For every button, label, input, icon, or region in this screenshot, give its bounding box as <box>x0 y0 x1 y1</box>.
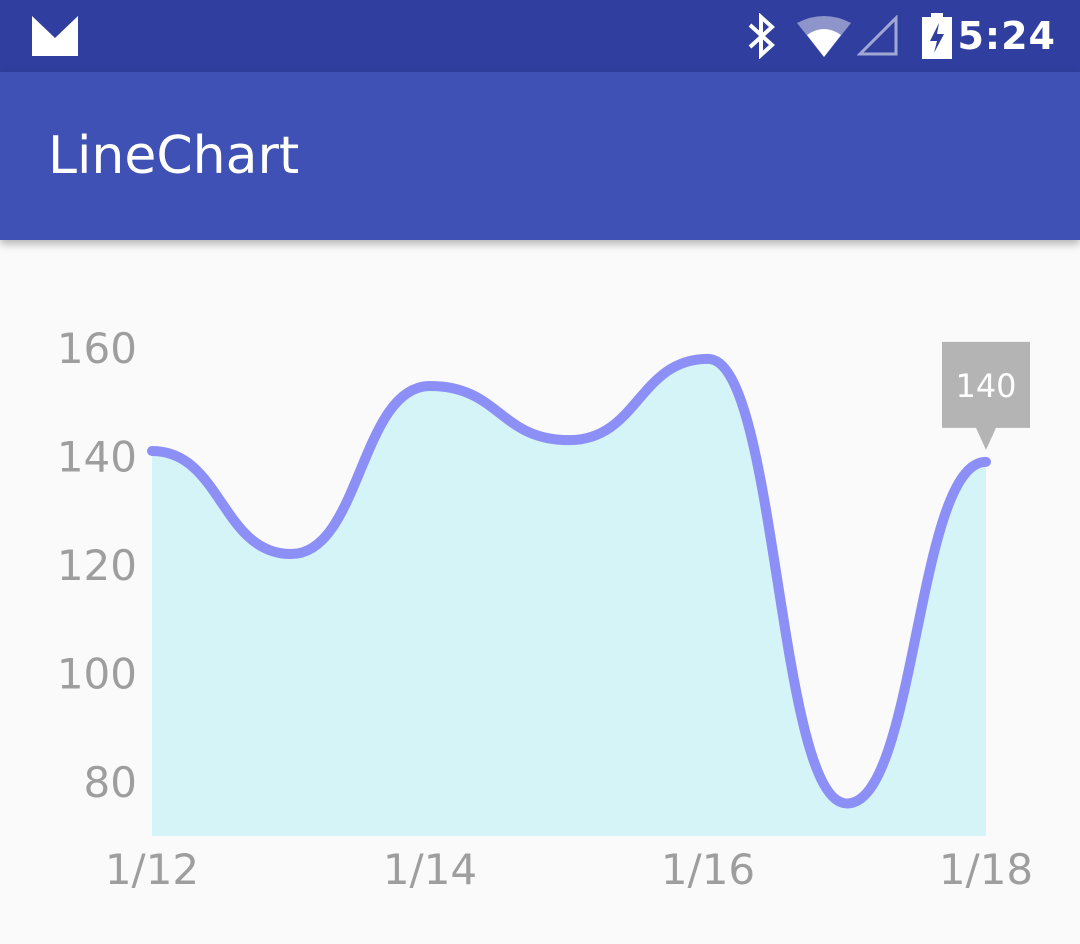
x-tick-label: 1/18 <box>939 845 1033 894</box>
x-tick-label: 1/12 <box>105 845 199 894</box>
gmail-icon <box>32 16 78 56</box>
cell-signal-icon <box>857 15 899 57</box>
line-chart: 160 140 120 100 80 1/12 1/14 1/16 1/18 140 <box>0 240 1080 944</box>
app-bar: LineChart <box>0 72 1080 240</box>
y-tick-label: 140 <box>57 432 137 481</box>
status-bar: 5:24 <box>0 0 1080 72</box>
y-tick-label: 120 <box>57 541 137 590</box>
value-tooltip-label: 140 <box>955 367 1016 405</box>
wifi-icon <box>797 15 851 57</box>
y-tick-label: 80 <box>84 758 137 807</box>
x-tick-label: 1/16 <box>661 845 755 894</box>
app-title: LineChart <box>48 124 299 188</box>
status-time: 5:24 <box>957 12 1056 60</box>
x-tick-label: 1/14 <box>383 845 477 894</box>
y-tick-label: 160 <box>57 324 137 373</box>
y-tick-label: 100 <box>57 649 137 698</box>
chart-area: 160 140 120 100 80 1/12 1/14 1/16 1/18 140 <box>0 240 1080 944</box>
area-fill <box>152 359 986 836</box>
bluetooth-icon <box>746 13 778 59</box>
battery-charging-icon <box>922 13 952 59</box>
